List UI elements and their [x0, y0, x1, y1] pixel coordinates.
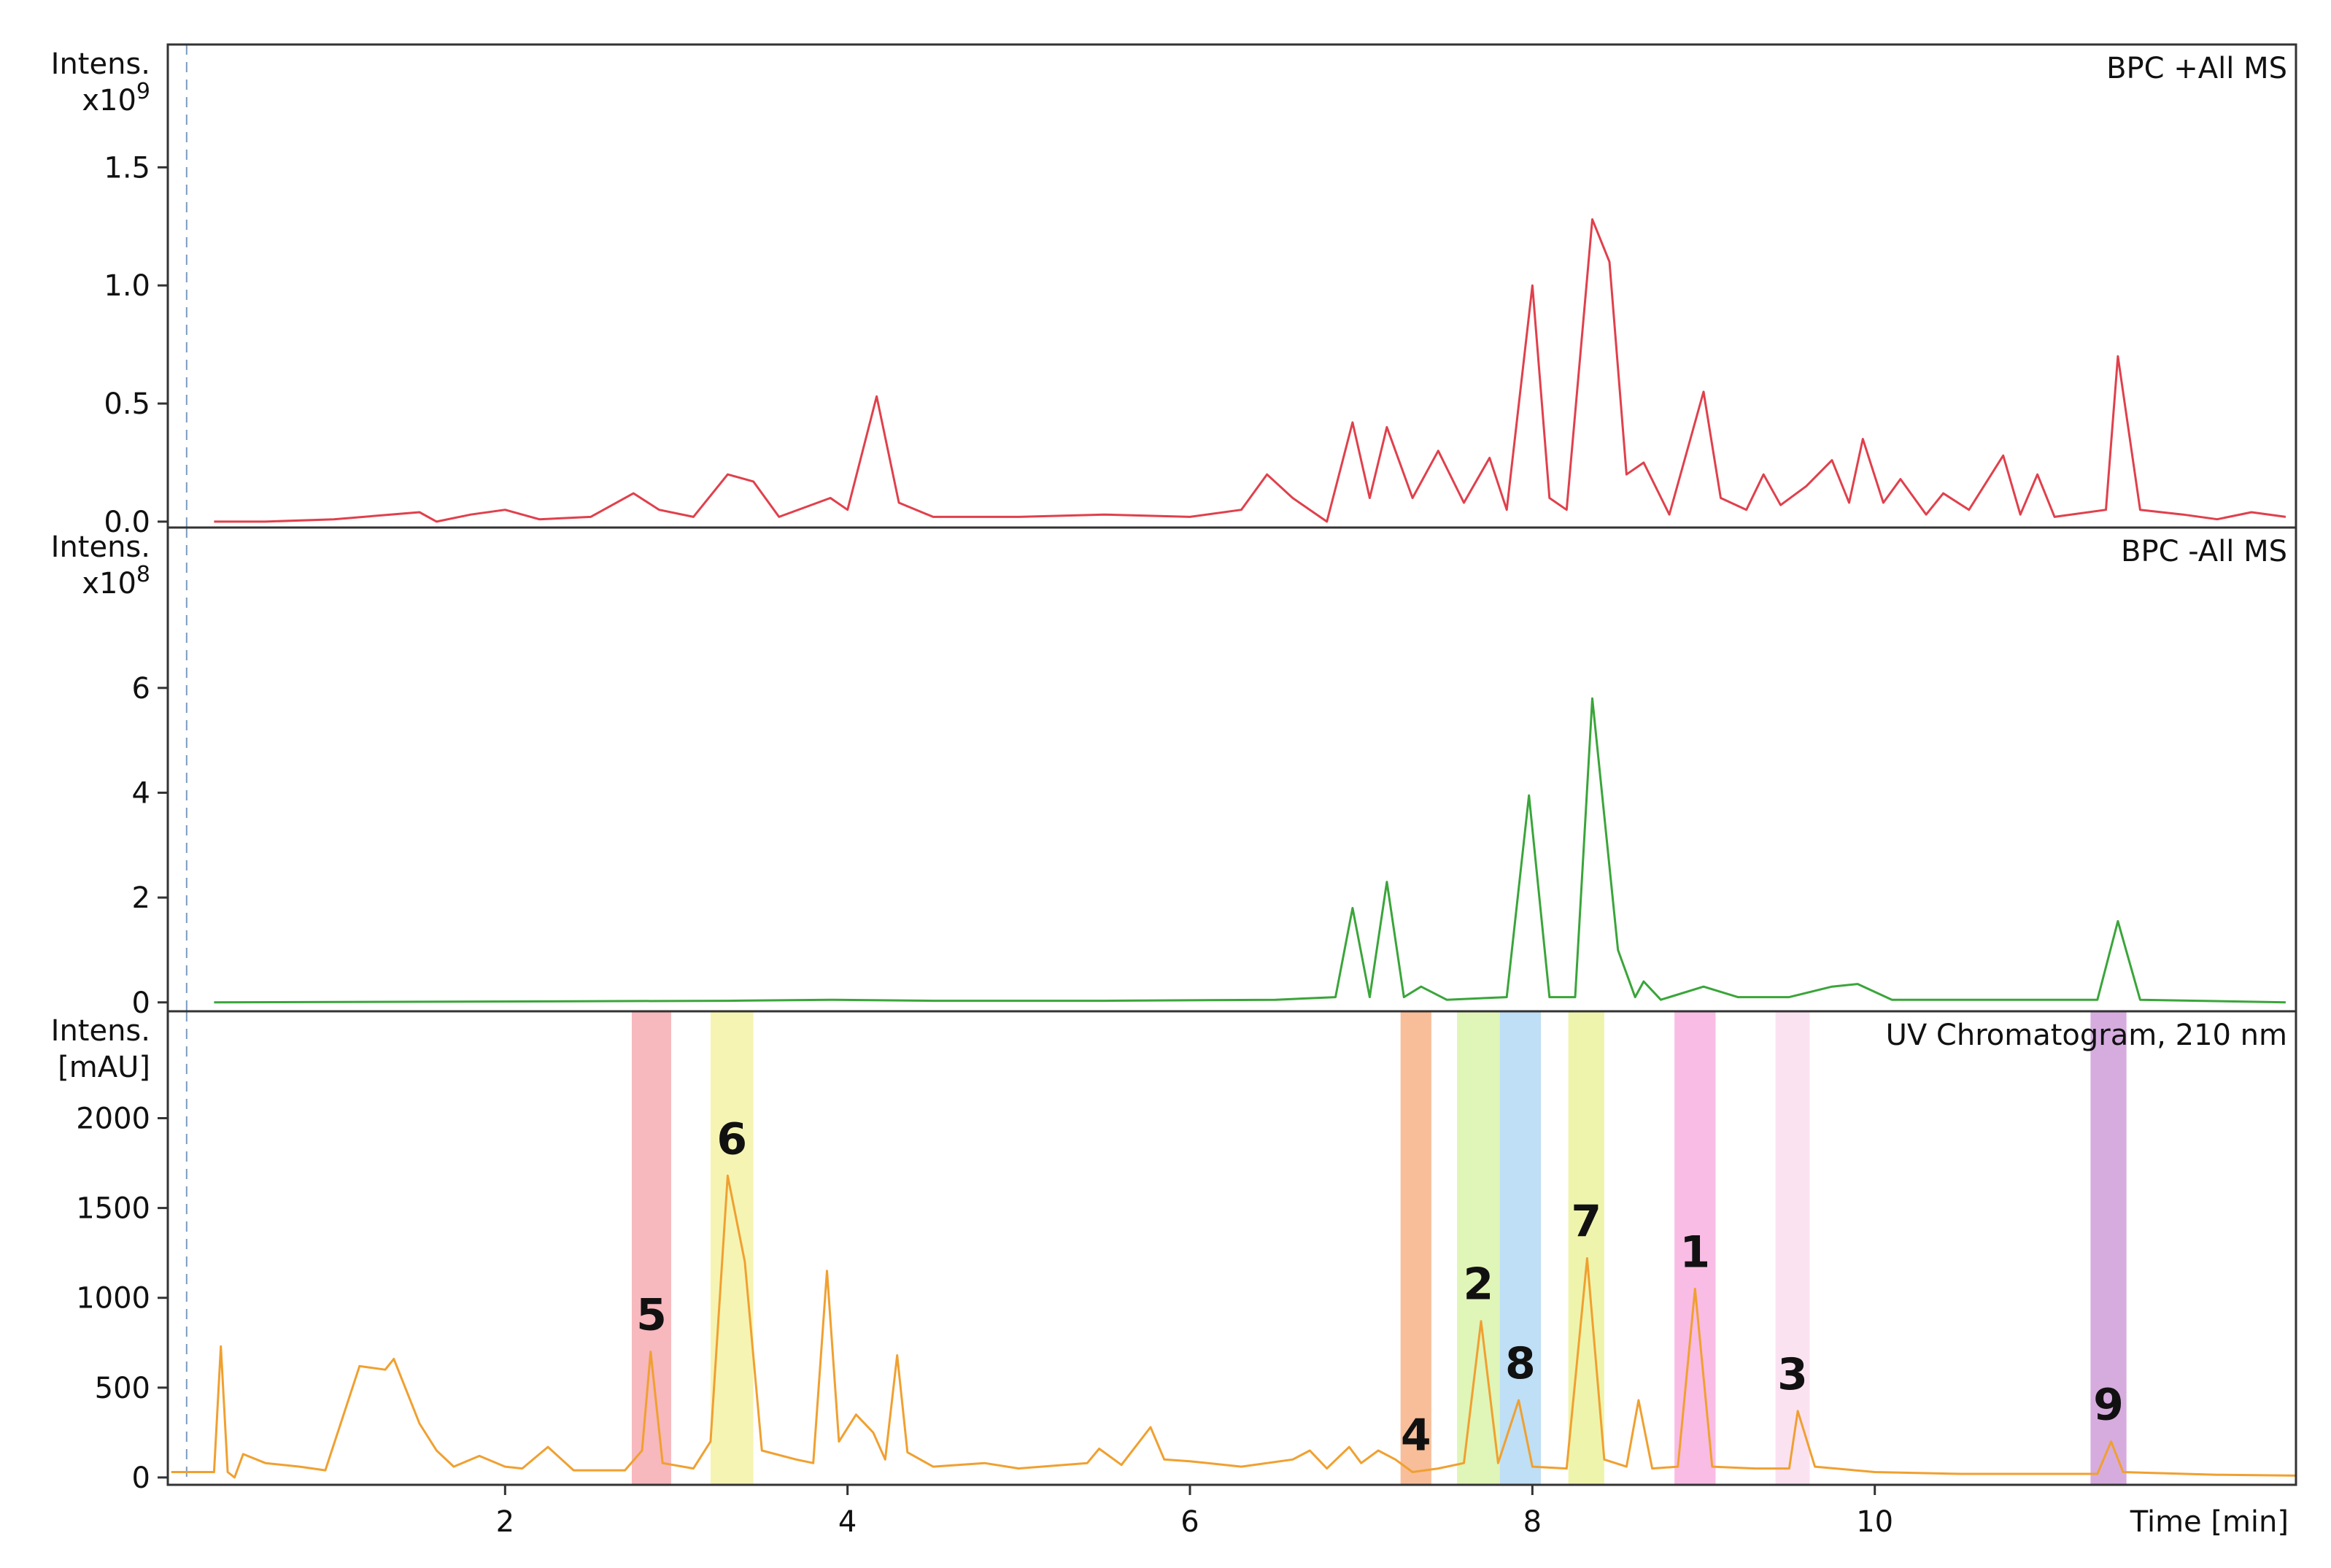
highlight-band — [1674, 1011, 1716, 1485]
highlight-band — [1775, 1011, 1810, 1485]
highlight-band — [631, 1011, 671, 1485]
peak-label: 9 — [2093, 1380, 2124, 1431]
highlight-band — [2090, 1011, 2127, 1485]
x-tick-label: 8 — [1523, 1505, 1542, 1539]
y-unit-text: x10 — [82, 567, 136, 600]
y-label: Intens. — [51, 1014, 150, 1048]
y-tick-label: 500 — [95, 1372, 150, 1405]
panel-title: UV Chromatogram, 210 nm — [1886, 1019, 2287, 1052]
peak-label: 3 — [1777, 1349, 1808, 1400]
plot-frame — [166, 526, 2297, 1013]
plot-frame — [166, 43, 2297, 529]
y-tick-label: 0 — [132, 986, 150, 1020]
peak-label: 4 — [1401, 1410, 1431, 1461]
y-tick-label: 2 — [132, 881, 150, 915]
x-tick-label: 6 — [1180, 1505, 1199, 1539]
y-tick-label: 4 — [132, 776, 150, 810]
y-tick-label: 0.5 — [104, 387, 150, 421]
y-exponent: 9 — [136, 79, 150, 104]
peak-label: 7 — [1571, 1197, 1601, 1248]
peak-label: 8 — [1505, 1338, 1536, 1389]
highlight-band — [1400, 1011, 1431, 1485]
panel-title: BPC -All MS — [2121, 535, 2287, 568]
y-tick-label: 1000 — [76, 1282, 150, 1316]
plot-frame — [166, 1010, 2297, 1486]
y-exponent: 8 — [136, 562, 150, 587]
trace — [214, 218, 2286, 523]
y-tick-label: 6 — [132, 672, 150, 706]
x-label: Time [min] — [2130, 1505, 2289, 1539]
highlight-band — [1457, 1011, 1500, 1485]
y-unit: x108 — [82, 562, 150, 600]
x-tick-label: 4 — [838, 1505, 857, 1539]
highlight-band — [1568, 1011, 1604, 1485]
y-tick-label: 1.5 — [104, 151, 150, 185]
trace — [214, 697, 2286, 1004]
y-unit: x109 — [82, 79, 150, 117]
y-tick-label: 1.0 — [104, 269, 150, 303]
y-label: Intens. — [51, 530, 150, 564]
peak-label: 2 — [1464, 1259, 1494, 1310]
trace — [171, 1174, 2297, 1479]
y-tick-label: 0.0 — [104, 506, 150, 539]
y-tick-label: 2000 — [76, 1102, 150, 1135]
y-tick-label: 1500 — [76, 1192, 150, 1226]
y-unit-text: [mAU] — [58, 1051, 150, 1084]
peak-label: 1 — [1679, 1227, 1710, 1278]
y-unit: [mAU] — [58, 1051, 150, 1084]
y-label: Intens. — [51, 47, 150, 81]
x-tick-label: 10 — [1856, 1505, 1893, 1539]
x-tick-label: 2 — [496, 1505, 514, 1539]
y-unit-text: x10 — [82, 84, 136, 117]
highlight-band — [710, 1011, 754, 1485]
y-tick-label: 0 — [132, 1461, 150, 1495]
peak-label: 6 — [716, 1113, 747, 1165]
peak-label: 5 — [636, 1290, 667, 1341]
panel-title: BPC +All MS — [2106, 52, 2287, 85]
